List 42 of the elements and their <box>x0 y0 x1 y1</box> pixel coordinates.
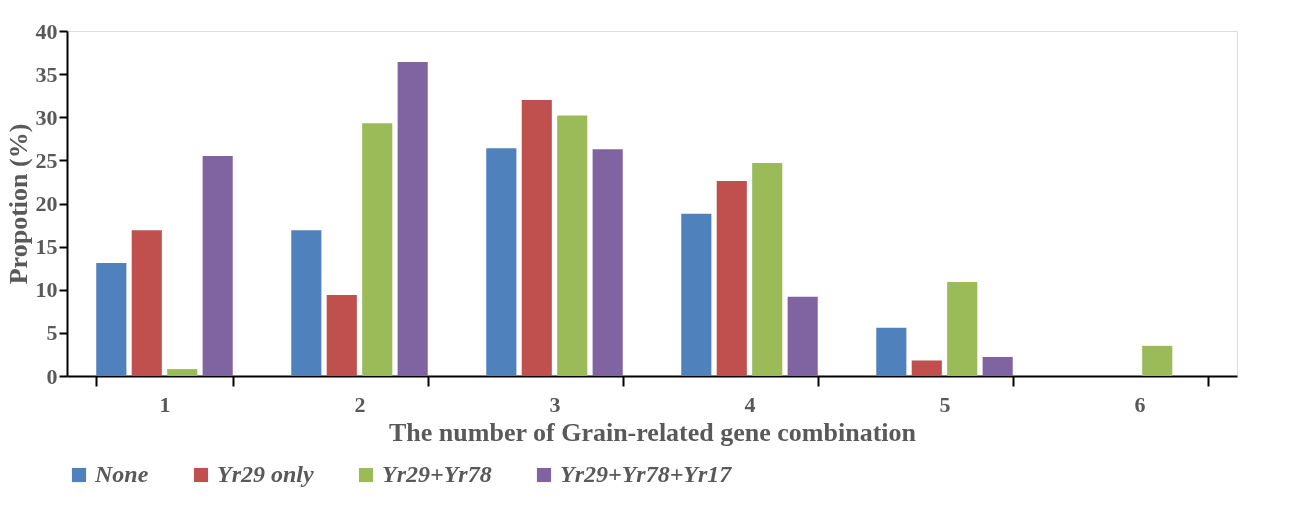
bar <box>911 360 942 376</box>
bar <box>362 123 393 376</box>
bar <box>96 263 127 376</box>
x-tick-label: 4 <box>744 391 756 417</box>
bar <box>202 156 233 376</box>
legend-label: Yr29+Yr78+Yr17 <box>560 461 733 487</box>
bar <box>557 115 588 376</box>
y-tick-label: 0 <box>46 363 58 389</box>
bar <box>486 148 517 376</box>
bar <box>752 162 783 376</box>
y-tick-label: 5 <box>46 320 58 346</box>
bar <box>716 181 747 376</box>
legend-label: Yr29+Yr78 <box>382 461 492 487</box>
y-tick-label: 15 <box>35 234 58 260</box>
bar <box>787 296 818 376</box>
bar <box>876 327 907 376</box>
bar <box>681 213 712 376</box>
y-tick-label: 35 <box>35 61 58 87</box>
x-axis-title: The number of Grain-related gene combination <box>389 417 917 447</box>
legend-label: None <box>94 461 149 487</box>
y-axis-title: Propotion (%) <box>3 123 33 285</box>
bar <box>947 281 978 376</box>
bar <box>326 294 357 376</box>
x-tick-label: 1 <box>159 391 171 417</box>
x-tick-label: 2 <box>354 391 366 417</box>
bar <box>167 369 198 376</box>
bar <box>291 230 322 376</box>
y-tick-label: 10 <box>35 277 58 303</box>
bar <box>397 62 428 376</box>
y-tick-label: 20 <box>35 191 58 216</box>
x-tick-label: 3 <box>549 391 561 417</box>
bar <box>1142 345 1173 376</box>
y-tick-label: 30 <box>35 104 58 130</box>
y-tick-label: 25 <box>35 147 58 173</box>
bar <box>521 100 552 376</box>
bar <box>592 149 623 376</box>
x-tick-label: 5 <box>939 391 951 417</box>
y-tick-label: 40 <box>35 18 58 44</box>
legend-label: Yr29 only <box>217 461 315 487</box>
x-tick-label: 6 <box>1134 391 1146 417</box>
bar <box>982 357 1013 376</box>
bar <box>131 230 162 376</box>
